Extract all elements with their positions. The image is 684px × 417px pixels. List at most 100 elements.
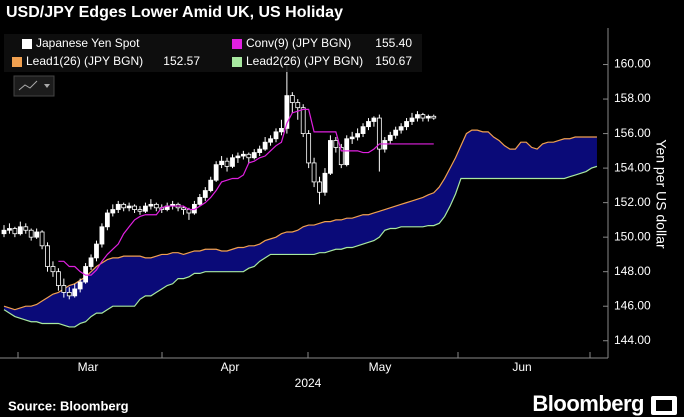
candle-body xyxy=(262,141,268,150)
candle-body xyxy=(7,228,12,231)
candle-body xyxy=(311,162,317,183)
candle-body xyxy=(295,102,301,109)
candle-body xyxy=(371,117,377,122)
y-tick-label: 148.00 xyxy=(614,264,651,278)
legend-label: Conv(9) (JPY BGN) xyxy=(246,36,351,50)
candle-body xyxy=(338,146,344,166)
x-tick-label: Jun xyxy=(512,360,531,374)
legend-value: 152.57 xyxy=(163,54,200,68)
candle-body xyxy=(72,288,78,297)
candle-body xyxy=(355,133,361,138)
candle-body xyxy=(50,266,56,273)
candle-body xyxy=(306,133,312,164)
candle-body xyxy=(333,140,339,148)
candle-body xyxy=(376,117,382,150)
candle-body xyxy=(34,231,40,238)
candle-body xyxy=(273,131,279,140)
y-tick-label: 152.00 xyxy=(614,195,651,209)
candle-body xyxy=(257,148,263,153)
candle-body xyxy=(235,155,241,159)
legend-box xyxy=(4,34,422,72)
x-tick-label: May xyxy=(369,360,392,374)
candle-body xyxy=(349,136,355,140)
candle-body xyxy=(366,121,371,128)
x-tick-label: Apr xyxy=(221,360,240,374)
legend-swatch xyxy=(232,57,242,67)
y-tick-label: 158.00 xyxy=(614,91,651,105)
candle-body xyxy=(284,95,290,129)
x-group-label: 2024 xyxy=(295,376,322,390)
candle-body xyxy=(431,115,437,119)
legend-label: Lead2(26) (JPY BGN) xyxy=(246,54,363,68)
candle-body xyxy=(88,257,94,267)
x-tick-label: Mar xyxy=(78,360,99,374)
candle-body xyxy=(153,203,159,209)
candle-body xyxy=(143,205,148,212)
candle-body xyxy=(202,190,208,198)
candle-body xyxy=(12,228,18,235)
candle-body xyxy=(251,152,257,159)
candle-body xyxy=(415,114,420,119)
line xyxy=(3,165,598,328)
legend-value: 150.67 xyxy=(375,54,412,68)
candle-body xyxy=(240,153,246,157)
candle-body xyxy=(409,117,415,122)
candle-body xyxy=(23,226,29,231)
legend-label: Japanese Yen Spot xyxy=(36,36,140,50)
candle-body xyxy=(387,134,393,141)
candle-body xyxy=(344,138,350,166)
candle-body xyxy=(197,197,203,205)
y-tick-label: 144.00 xyxy=(614,333,651,347)
candle-body xyxy=(289,95,295,103)
candle-body xyxy=(99,226,105,245)
candle-body xyxy=(94,243,99,259)
candle-body xyxy=(219,160,225,166)
candle-body xyxy=(393,129,399,136)
candle-body xyxy=(132,205,137,210)
candle-body xyxy=(213,164,219,181)
candle-body xyxy=(398,126,404,131)
line xyxy=(58,108,434,276)
candle-body xyxy=(327,140,333,174)
chart-title: USD/JPY Edges Lower Amid UK, US Holiday xyxy=(6,4,343,21)
candle-body xyxy=(322,172,328,193)
candle-body xyxy=(39,231,45,247)
candle-body xyxy=(230,157,235,167)
candle-body xyxy=(181,207,186,210)
legend-swatch xyxy=(12,57,22,67)
candle-body xyxy=(121,203,127,209)
y-tick-label: 146.00 xyxy=(614,298,651,312)
candle-body xyxy=(45,245,50,267)
candle-body xyxy=(300,107,306,134)
chart-type-button[interactable] xyxy=(13,75,55,97)
y-tick-label: 160.00 xyxy=(614,57,651,71)
candle-body xyxy=(1,229,7,235)
source: Source: Bloomberg xyxy=(8,398,129,413)
legend-swatch xyxy=(22,39,32,49)
candle-body xyxy=(148,203,154,207)
candle-body xyxy=(66,291,72,297)
candle-body xyxy=(317,181,322,193)
candle-body xyxy=(77,281,83,290)
y-tick-label: 156.00 xyxy=(614,126,651,140)
brand: Bloomberg xyxy=(532,391,644,416)
chart-type-icon xyxy=(18,80,38,91)
candle-body xyxy=(115,203,121,210)
candle-body xyxy=(110,209,116,214)
y-tick-label: 154.00 xyxy=(614,160,651,174)
candle-body xyxy=(137,209,143,212)
candle-body xyxy=(268,138,273,143)
candle-body xyxy=(420,114,426,119)
legend-label: Lead1(26) (JPY BGN) xyxy=(26,54,143,68)
candle-body xyxy=(61,285,67,293)
candle-body xyxy=(246,153,252,159)
candle-body xyxy=(279,127,284,133)
candle-body xyxy=(404,121,409,128)
candle-body xyxy=(224,160,230,167)
candle-body xyxy=(360,126,366,134)
candle-body xyxy=(425,115,431,119)
candle-body xyxy=(382,140,388,150)
y-tick-label: 150.00 xyxy=(614,229,651,243)
